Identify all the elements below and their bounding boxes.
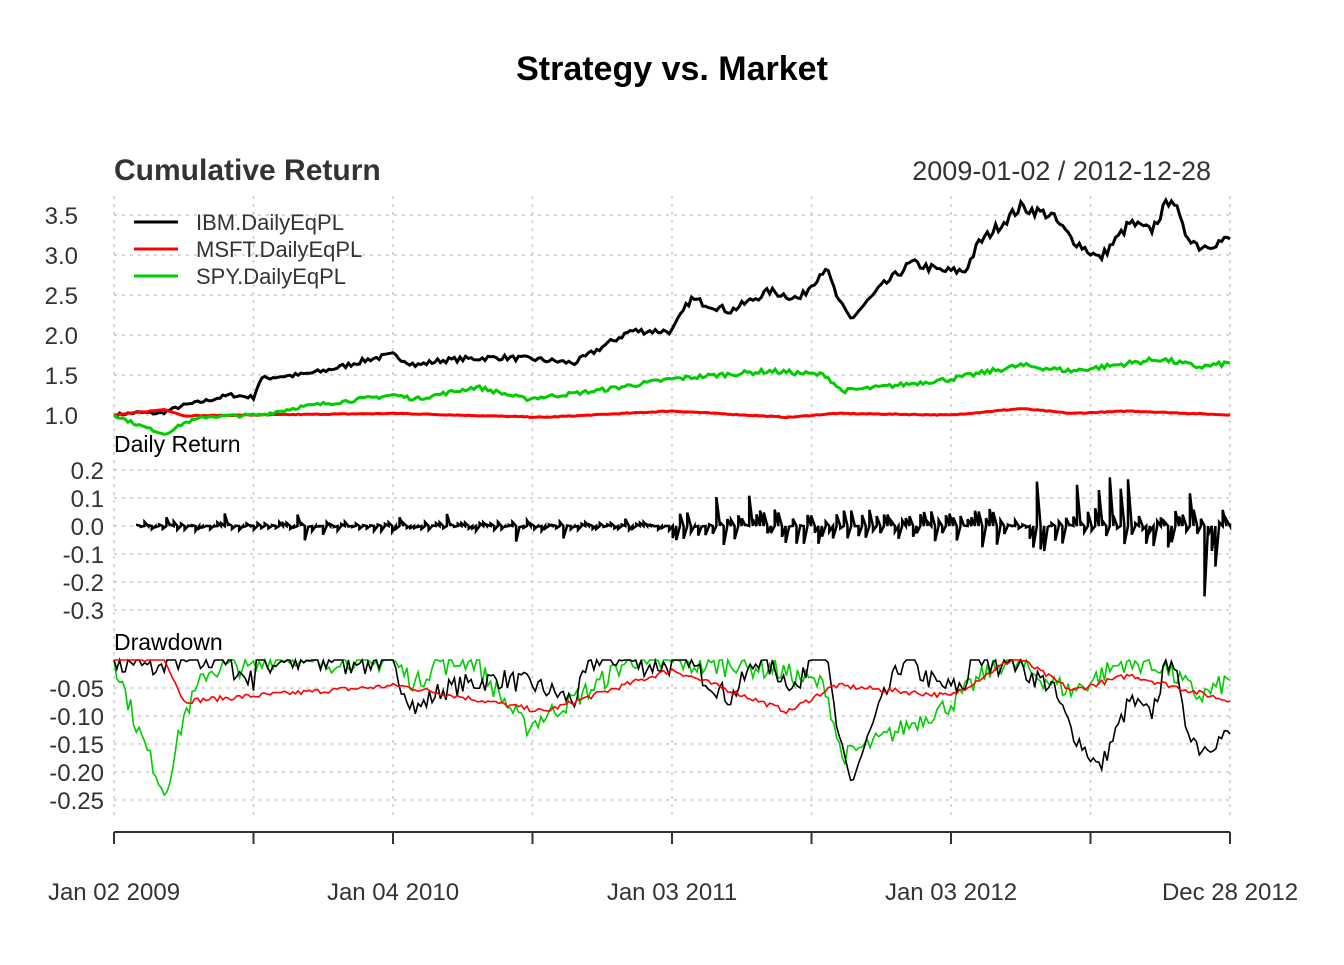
x-axis: Jan 02 2009 Jan 04 2010 Jan 03 2011 Jan 03 …	[48, 831, 1298, 906]
drawdown-line-msft-dailyeqpl	[114, 659, 1231, 715]
series-line-spy-dailyeqpl	[112, 355, 1231, 436]
x-tick-label: Jan 02 2009	[48, 879, 180, 906]
y-tick-label-cumulative: 3.5	[45, 203, 78, 230]
y-tick-label-cumulative: 1.5	[45, 363, 78, 390]
legend-label: MSFT.DailyEqPL	[196, 237, 362, 262]
y-tick-label-drawdown: -0.15	[49, 732, 104, 759]
cumulative-panel-title: Cumulative Return	[114, 154, 381, 187]
drawdown-line-ibm-dailyeqpl	[113, 656, 1231, 782]
daily-panel-title: Daily Return	[114, 431, 241, 457]
y-tick-label-cumulative: 1.0	[45, 403, 78, 430]
y-tick-label-daily: 0.2	[71, 458, 104, 485]
y-tick-label-daily: -0.2	[63, 570, 104, 597]
x-tick-label: Dec 28 2012	[1162, 879, 1298, 906]
y-tick-label-cumulative: 3.0	[45, 243, 78, 270]
date-range-label: 2009-01-02 / 2012-12-28	[912, 156, 1211, 186]
y-tick-label-drawdown: -0.20	[49, 760, 104, 787]
x-tick-label: Jan 03 2012	[885, 879, 1017, 906]
y-tick-label-daily: -0.3	[63, 598, 104, 625]
daily-return-bars	[136, 477, 1232, 597]
grid: 1.0 1.5 2.0 2.5 3.0 3.5 0.20.10.0-0.1-0.2-0.3 -…	[45, 196, 1231, 820]
y-tick-label-cumulative: 2.5	[45, 283, 78, 310]
y-tick-label-daily: 0.1	[71, 486, 104, 513]
series-line-ibm-dailyeqpl	[113, 196, 1231, 419]
y-tick-label-daily: -0.1	[63, 542, 104, 569]
legend-label: IBM.DailyEqPL	[196, 210, 344, 235]
chart-title: Strategy vs. Market	[516, 50, 828, 88]
y-tick-label-drawdown: -0.10	[49, 704, 104, 731]
y-tick-label-daily: 0.0	[71, 514, 104, 541]
y-tick-label-drawdown: -0.25	[49, 788, 104, 815]
x-tick-label: Jan 04 2010	[327, 879, 459, 906]
legend-label: SPY.DailyEqPL	[196, 264, 346, 289]
series-line-msft-dailyeqpl	[113, 407, 1231, 420]
y-tick-label-drawdown: -0.05	[49, 676, 104, 703]
y-tick-label-cumulative: 2.0	[45, 323, 78, 350]
drawdown-panel-title: Drawdown	[114, 629, 223, 655]
series-lines	[112, 196, 1232, 797]
x-tick-label: Jan 03 2011	[607, 879, 737, 906]
